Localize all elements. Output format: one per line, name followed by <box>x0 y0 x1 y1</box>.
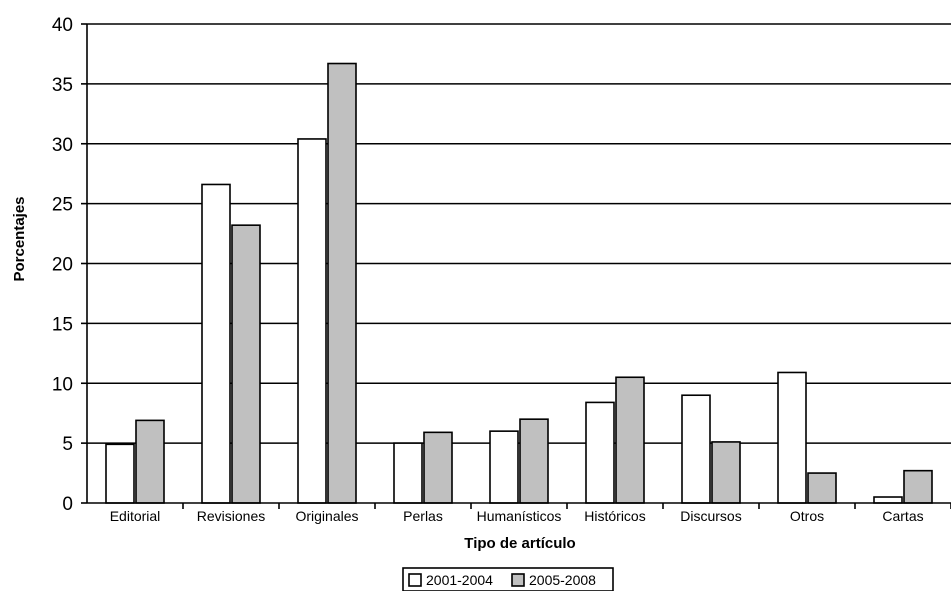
x-tick-label: Cartas <box>882 508 923 524</box>
bar-2005-2008 <box>807 472 837 504</box>
y-tick-label: 0 <box>62 494 73 515</box>
y-tick-label: 20 <box>52 255 73 276</box>
y-tick-label: 35 <box>52 75 73 96</box>
y-tick-label: 25 <box>52 195 73 216</box>
legend-box <box>402 567 614 591</box>
gridlines <box>87 23 951 444</box>
x-tick-label: Humanísticos <box>477 508 562 524</box>
bar-2001-2004 <box>873 496 903 504</box>
bar-2001-2004 <box>585 401 615 504</box>
bar-2005-2008 <box>423 431 453 504</box>
bar-2001-2004 <box>105 443 135 504</box>
x-tick-label: Perlas <box>403 508 443 524</box>
legend-label: 2005-2008 <box>529 572 596 588</box>
bar-2001-2004 <box>297 138 327 504</box>
bar-2001-2004 <box>681 394 711 504</box>
x-tick-labels: Editorial Revisiones Originales Perlas Human… <box>110 508 924 524</box>
bar-2001-2004 <box>777 371 807 504</box>
x-axis-title: Tipo de artículo <box>464 535 575 552</box>
y-axis-title: Porcentajes <box>11 196 28 281</box>
legend-swatch <box>511 573 525 587</box>
x-tick-label: Otros <box>790 508 824 524</box>
y-tick-label: 40 <box>52 15 73 36</box>
legend: 2001-2004 2005-2008 <box>402 567 614 591</box>
legend-label: 2001-2004 <box>426 572 493 588</box>
bar-2005-2008 <box>327 62 357 504</box>
y-tick-labels: 0 5 10 15 20 25 30 35 40 <box>52 15 73 515</box>
x-tick-label: Revisiones <box>197 508 265 524</box>
bar-2005-2008 <box>903 469 933 504</box>
bar-2001-2004 <box>393 442 423 504</box>
x-tick-label: Históricos <box>584 508 645 524</box>
bar-2001-2004 <box>489 430 519 504</box>
x-tick-label: Editorial <box>110 508 161 524</box>
bar-2005-2008 <box>135 419 165 504</box>
y-tick-label: 10 <box>52 374 73 395</box>
bar-2005-2008 <box>231 224 261 504</box>
x-tick-label: Discursos <box>680 508 741 524</box>
bar-2005-2008 <box>519 418 549 504</box>
y-tick-label: 5 <box>62 434 73 455</box>
y-tick-label: 15 <box>52 314 73 335</box>
x-tick-label: Originales <box>295 508 358 524</box>
y-tick-label: 30 <box>52 135 73 156</box>
bar-2001-2004 <box>201 183 231 504</box>
bars <box>105 62 933 504</box>
legend-swatch <box>408 573 422 587</box>
bar-2005-2008 <box>615 376 645 504</box>
axes <box>81 23 951 509</box>
bar-2005-2008 <box>711 441 741 504</box>
